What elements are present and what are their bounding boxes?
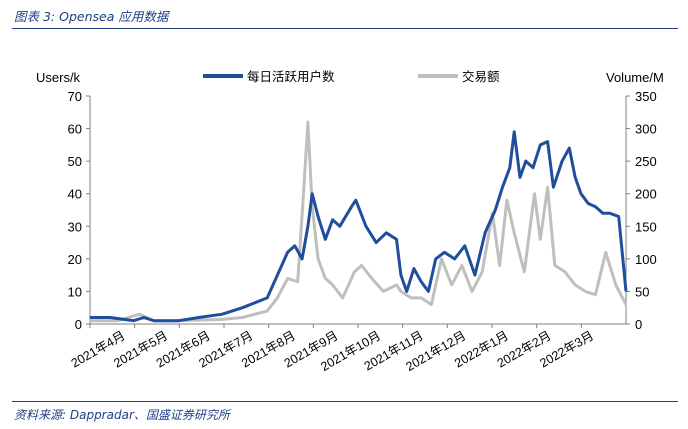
y-axis-left-label: Users/k bbox=[36, 70, 81, 85]
y-left-tick-label: 40 bbox=[68, 187, 82, 202]
y-right-tick-label: 250 bbox=[635, 154, 657, 169]
axes-layer: 0102030405060700501001502002503003502021… bbox=[68, 89, 657, 374]
bottom-rule bbox=[12, 401, 678, 402]
y-left-tick-label: 0 bbox=[75, 317, 82, 332]
series-line-daily-active-users bbox=[90, 130, 628, 323]
y-right-tick-label: 350 bbox=[635, 89, 657, 104]
y-left-tick-label: 70 bbox=[68, 89, 82, 104]
series-layer bbox=[90, 120, 628, 323]
legend-label: 每日活跃用户数 bbox=[247, 69, 335, 84]
y-right-tick-label: 100 bbox=[635, 252, 657, 267]
y-right-tick-label: 50 bbox=[635, 284, 649, 299]
y-right-tick-label: 0 bbox=[635, 317, 642, 332]
series-line-trading-volume bbox=[90, 120, 628, 323]
legend: 每日活跃用户数 交易额 bbox=[203, 69, 500, 84]
legend-label: 交易额 bbox=[462, 69, 500, 84]
y-left-tick-label: 60 bbox=[68, 122, 82, 137]
top-rule bbox=[12, 28, 678, 29]
y-left-tick-label: 20 bbox=[68, 252, 82, 267]
y-right-tick-label: 300 bbox=[635, 122, 657, 137]
y-left-tick-label: 10 bbox=[68, 284, 82, 299]
y-right-tick-label: 150 bbox=[635, 219, 657, 234]
figure-caption: 图表 3: Opensea 应用数据 bbox=[14, 9, 169, 24]
source-note: 资料来源: Dappradar、国盛证券研究所 bbox=[14, 408, 230, 422]
y-axis-right-label: Volume/M bbox=[606, 70, 664, 85]
y-right-tick-label: 200 bbox=[635, 187, 657, 202]
y-left-tick-label: 50 bbox=[68, 154, 82, 169]
y-left-tick-label: 30 bbox=[68, 219, 82, 234]
